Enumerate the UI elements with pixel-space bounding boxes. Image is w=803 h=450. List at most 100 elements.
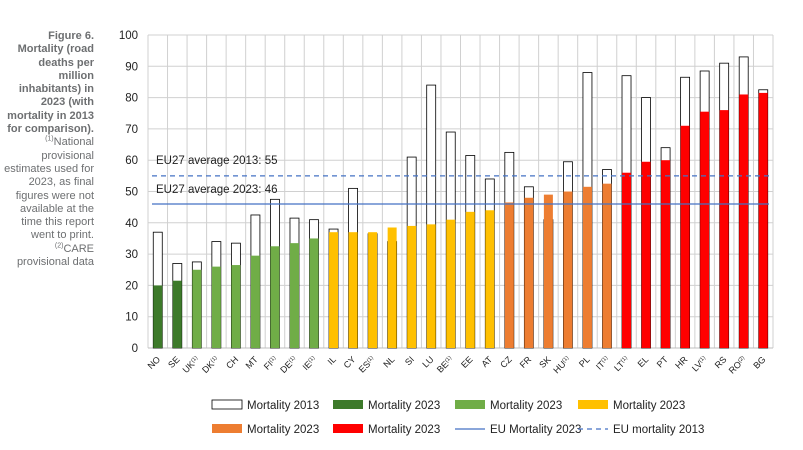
- legend-label: EU mortality 2013: [613, 424, 704, 436]
- bar-2023-ie: [309, 238, 319, 348]
- x-tick-label: PL: [577, 354, 592, 369]
- legend-label: Mortality 2023: [368, 424, 440, 436]
- category-code: PT: [655, 354, 671, 370]
- x-tick-label: PT: [655, 354, 671, 370]
- y-tick-label: 0: [132, 343, 138, 355]
- category-code: CZ: [498, 354, 514, 370]
- bars: [152, 56, 769, 349]
- bar-2023-el: [641, 161, 651, 348]
- category-note-marker: (1): [561, 355, 570, 364]
- x-tick-label: NL: [381, 354, 396, 369]
- category-note-marker: (1): [620, 355, 629, 364]
- note2-text: CARE provisional data: [16, 242, 94, 269]
- x-tick-label: UK(1): [181, 354, 202, 375]
- x-tick-label: EE: [459, 354, 475, 370]
- bar-2023-lt: [622, 172, 632, 348]
- x-tick-label: FR: [518, 354, 534, 370]
- note1-marker: (1): [45, 135, 54, 143]
- legend-item: Mortality 2023: [212, 424, 319, 436]
- bar-2023-no: [153, 285, 163, 348]
- legend-swatch-red: [333, 424, 363, 433]
- bar-2023-pl: [582, 186, 592, 348]
- legend-item: EU mortality 2013: [578, 424, 704, 436]
- y-tick-label: 20: [125, 280, 138, 292]
- x-tick-label: SI: [403, 354, 416, 367]
- x-tick-label: MT: [244, 354, 261, 371]
- bar-2023-at: [485, 210, 495, 348]
- legend-swatch-dkgreen: [333, 400, 363, 409]
- category-note-marker: (1): [698, 355, 707, 364]
- category-note-marker: (1): [307, 355, 316, 364]
- category-note-marker: (1): [288, 355, 297, 364]
- legend-label: Mortality 2023: [247, 424, 319, 436]
- bar-2023-cy: [348, 232, 358, 348]
- bar-2023-es: [368, 232, 378, 348]
- eu-average-2013-label: EU27 average 2013: 55: [156, 155, 277, 167]
- x-tick-label: DE(1): [278, 354, 299, 375]
- x-tick-label: IT(1): [594, 354, 612, 372]
- x-tick-label: NO: [146, 354, 163, 371]
- x-tick-label: DK(1): [200, 354, 221, 375]
- category-note-marker: (1): [444, 355, 453, 364]
- category-note-marker: (1): [190, 355, 199, 364]
- category-code: EE: [459, 354, 475, 370]
- x-tick-label: HR: [673, 354, 690, 371]
- legend-swatch-outline: [211, 399, 243, 410]
- legend-item: EU Mortality 2023: [455, 424, 581, 436]
- category-note-marker: (1): [366, 355, 375, 364]
- bar-2023-uk: [192, 269, 202, 348]
- eu-average-lines: EU27 average 2013: 55 EU27 average 2023: …: [152, 155, 769, 205]
- bar-2023-si: [407, 225, 417, 348]
- category-code: PL: [577, 354, 592, 369]
- figure-caption: Figure 6. Mortality (road deaths per mil…: [0, 30, 94, 269]
- x-tick-label: AT: [479, 354, 494, 369]
- bar-2023-pt: [661, 160, 671, 348]
- bar-2023-hu: [563, 191, 573, 348]
- legend-swatch-yellow: [578, 400, 608, 409]
- note1-text: National provisional estimates used for …: [4, 136, 94, 242]
- legend-swatch-green: [455, 400, 485, 409]
- x-tick-label: CH: [224, 354, 240, 370]
- bar-2023-nl: [387, 227, 397, 348]
- legend: Mortality 2013 Mortality 2023 Mortality 20…: [211, 399, 704, 436]
- category-note-marker: (1): [600, 355, 609, 364]
- bar-2023-cz: [504, 202, 514, 348]
- category-code: SI: [403, 354, 416, 367]
- legend-item: Mortality 2023: [578, 400, 685, 412]
- figure-title: Mortality (road deaths per million inhab…: [7, 43, 94, 136]
- y-tick-label: 40: [125, 218, 138, 230]
- x-tick-label: SK: [537, 354, 553, 370]
- category-code: BG: [751, 354, 767, 370]
- category-code: SE: [166, 354, 182, 370]
- legend-label: Mortality 2023: [368, 400, 440, 412]
- x-tick-label: IL: [326, 354, 338, 366]
- legend-item: Mortality 2023: [333, 400, 440, 412]
- category-code: IL: [326, 354, 338, 366]
- gridlines: [147, 34, 774, 349]
- y-tick-label: 30: [125, 249, 138, 261]
- legend-item: Mortality 2013: [211, 399, 319, 412]
- bar-2023-bg: [758, 92, 768, 348]
- bar-2023-lv: [700, 111, 710, 348]
- note2-marker: (2): [54, 242, 64, 250]
- legend-label: Mortality 2023: [490, 400, 562, 412]
- category-code: NL: [381, 354, 396, 369]
- bar-2023-be: [446, 219, 456, 348]
- x-tick-label: ES(1): [357, 354, 377, 374]
- bar-2023-fr: [524, 197, 534, 348]
- category-code: CY: [342, 354, 358, 370]
- bar-2023-dk: [211, 266, 221, 348]
- category-code: AT: [479, 354, 494, 369]
- legend-item: Mortality 2023: [455, 400, 562, 412]
- x-tick-label: FI(1): [262, 354, 280, 372]
- y-tick-label: 100: [119, 30, 138, 42]
- x-tick-label: LT(1): [612, 354, 631, 373]
- x-tick-label: LV(1): [690, 354, 709, 373]
- category-code: CH: [224, 354, 240, 370]
- category-code: MT: [244, 354, 261, 371]
- y-tick-label: 70: [125, 124, 138, 136]
- category-note-marker: (1): [210, 355, 219, 364]
- eu-average-2023-label: EU27 average 2023: 46: [156, 184, 277, 196]
- category-code: NO: [146, 354, 163, 371]
